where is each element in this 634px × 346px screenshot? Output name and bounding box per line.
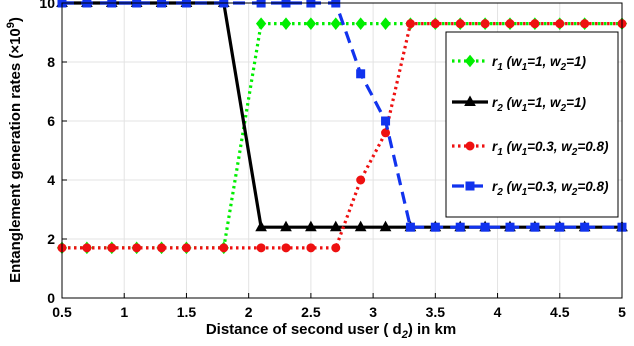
y-axis-label: Entanglement generation rates (×109) — [5, 17, 24, 283]
data-point — [330, 17, 341, 30]
legend-label: r1 (w1=1, w2=1) — [492, 54, 587, 73]
data-point — [580, 222, 590, 232]
data-point — [505, 222, 515, 232]
data-point — [381, 128, 391, 138]
y-tick-label: 4 — [47, 172, 55, 188]
y-tick-label: 6 — [47, 113, 55, 129]
legend-label: r1 (w1=0.3, w2=0.8) — [492, 139, 609, 158]
legend: r1 (w1=1, w2=1) r2 (w1=1, w2=1) r1 (w1=0.3… — [445, 31, 619, 218]
data-point — [305, 220, 317, 232]
data-point — [255, 17, 267, 30]
plot-frame — [61, 2, 623, 299]
x-axis-label-sub: 2 — [401, 329, 408, 341]
y-axis-label-sup: 9 — [5, 22, 17, 28]
data-point — [181, 243, 191, 253]
data-point — [455, 222, 465, 232]
data-point — [381, 116, 391, 126]
y-axis-ticks: 0 2 4 6 8 10 — [39, 0, 67, 306]
data-point — [580, 19, 590, 29]
data-point — [405, 19, 415, 29]
data-point — [430, 19, 440, 29]
series-3 — [57, 19, 627, 253]
x-axis-ticks: 0.5 1 1.5 2 2.5 3 3.5 4 4.5 5 — [52, 293, 626, 320]
data-point — [306, 243, 316, 253]
x-tick-label: 1 — [120, 304, 128, 320]
data-point — [82, 243, 92, 253]
legend-item-4: r2 (w1=0.3, w2=0.8) — [452, 179, 609, 198]
x-axis-label: Distance of second user ( d2) in km — [206, 321, 456, 341]
x-tick-label: 2.5 — [301, 304, 321, 320]
data-point — [354, 220, 367, 232]
y-tick-label: 10 — [39, 0, 55, 11]
x-tick-label: 4 — [494, 304, 502, 320]
y-axis-label-main: Entanglement generation rates (×10 — [7, 28, 24, 283]
x-axis-label-main: Distance of second user ( d — [206, 321, 402, 338]
data-point — [530, 19, 540, 29]
data-point — [281, 243, 291, 253]
x-tick-label: 3.5 — [426, 304, 446, 320]
series-line — [62, 22, 622, 250]
data-point — [505, 19, 515, 29]
data-point — [255, 220, 267, 232]
data-point — [555, 222, 565, 232]
data-point — [555, 19, 565, 29]
y-tick-label: 8 — [47, 54, 55, 70]
data-point — [305, 17, 317, 30]
data-point — [530, 222, 540, 232]
legend-marker — [465, 181, 475, 191]
data-point — [356, 69, 366, 79]
legend-item-3: r1 (w1=0.3, w2=0.8) — [452, 139, 609, 158]
data-point — [256, 243, 266, 253]
data-point — [157, 243, 167, 253]
data-point — [380, 17, 391, 30]
legend-item-1: r1 (w1=1, w2=1) — [452, 54, 587, 73]
data-point — [430, 222, 440, 232]
y-axis-label-tail: ) — [7, 17, 24, 22]
data-point — [405, 222, 415, 232]
legend-label: r2 (w1=1, w2=1) — [492, 95, 587, 114]
legend-marker — [465, 141, 475, 151]
data-point — [280, 17, 292, 30]
x-axis-label-tail: ) in km — [408, 321, 456, 338]
y-tick-label: 2 — [47, 231, 55, 247]
legend-item-2: r2 (w1=1, w2=1) — [452, 95, 587, 114]
x-tick-label: 5 — [618, 304, 626, 320]
data-point — [455, 19, 465, 29]
data-point — [329, 220, 342, 232]
x-tick-label: 4.5 — [550, 304, 570, 320]
data-point — [331, 243, 341, 253]
data-point — [132, 243, 142, 253]
data-point — [480, 222, 490, 232]
legend-marker — [464, 95, 476, 106]
data-point — [379, 220, 392, 232]
legend-label: r2 (w1=0.3, w2=0.8) — [492, 179, 609, 198]
legend-marker — [464, 54, 476, 68]
x-tick-label: 0.5 — [52, 304, 72, 320]
x-tick-label: 2 — [245, 304, 253, 320]
data-point — [480, 19, 490, 29]
data-point — [355, 17, 366, 30]
x-tick-label: 1.5 — [177, 304, 197, 320]
data-point — [219, 243, 229, 253]
data-point — [280, 220, 292, 232]
x-tick-label: 3 — [369, 304, 377, 320]
data-point — [356, 175, 366, 185]
data-point — [107, 243, 117, 253]
y-tick-label: 0 — [47, 290, 55, 306]
